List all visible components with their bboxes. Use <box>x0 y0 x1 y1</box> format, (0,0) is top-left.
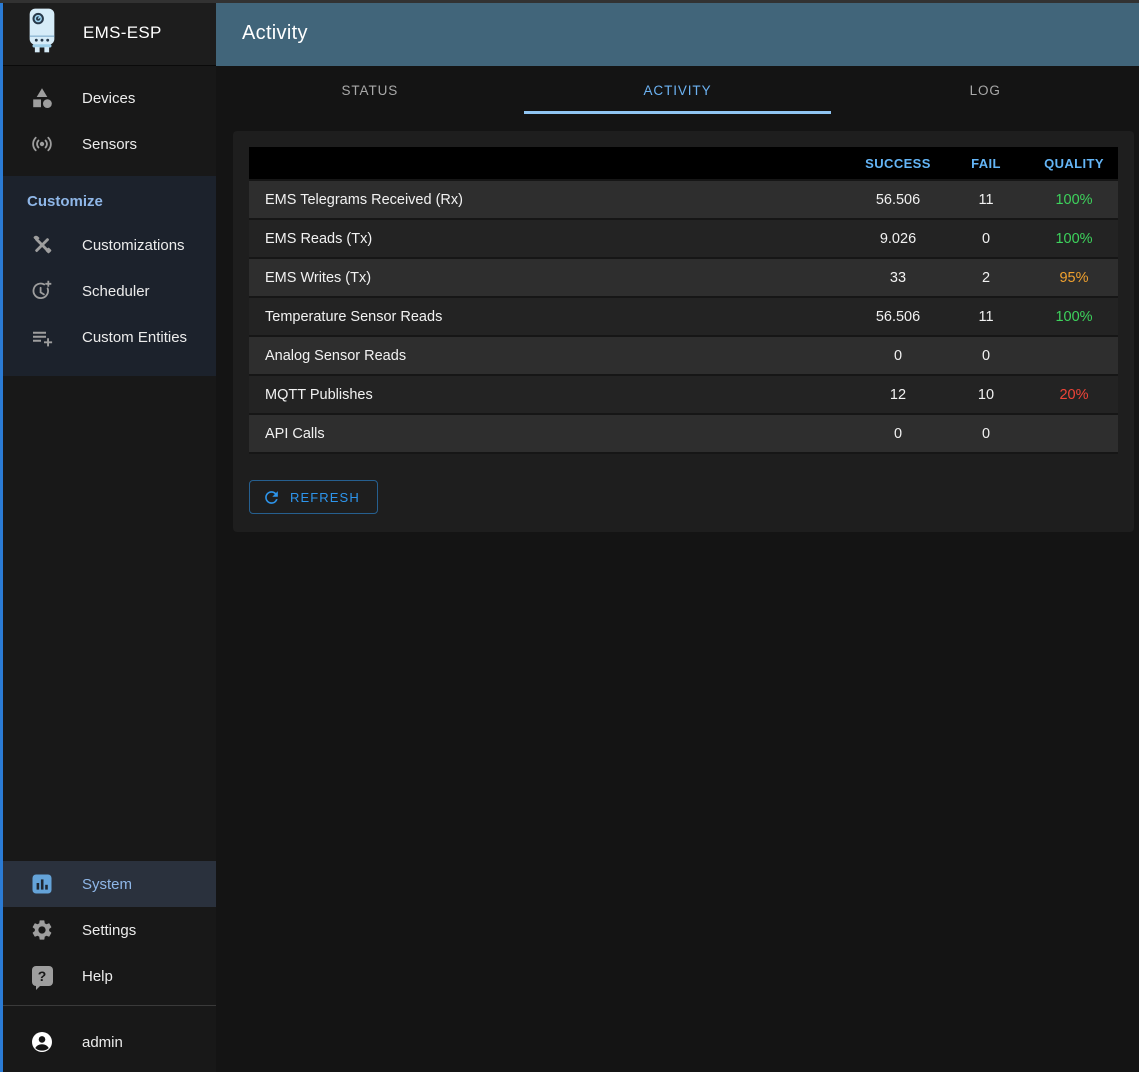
quality-value <box>1030 336 1118 376</box>
fail-value: 0 <box>942 336 1030 376</box>
metric-name: EMS Reads (Tx) <box>249 219 854 259</box>
fail-value: 11 <box>942 180 1030 220</box>
refresh-button-label: REFRESH <box>290 489 360 505</box>
sidebar-item-help[interactable]: ? Help <box>3 953 216 999</box>
table-row: MQTT Publishes 12 10 20% <box>249 375 1118 415</box>
left-edge-stripe <box>0 0 3 1072</box>
fail-value: 10 <box>942 375 1030 415</box>
fail-value: 2 <box>942 258 1030 298</box>
boiler-logo-icon <box>23 7 61 58</box>
sidebar-customize-section: Customize Customizations <box>3 176 216 376</box>
success-value: 12 <box>854 375 942 415</box>
table-row: EMS Telegrams Received (Rx) 56.506 11 10… <box>249 180 1118 220</box>
table-row: Temperature Sensor Reads 56.506 11 100% <box>249 297 1118 337</box>
success-value: 0 <box>854 336 942 376</box>
quality-value <box>1030 414 1118 454</box>
sidebar-item-system[interactable]: System <box>3 861 216 907</box>
sidebar-divider <box>3 1005 216 1006</box>
fail-value: 0 <box>942 219 1030 259</box>
sidebar-item-scheduler[interactable]: Scheduler <box>3 268 216 314</box>
sidebar-header: EMS-ESP <box>3 0 216 66</box>
sidebar-spacer <box>3 376 216 861</box>
sidebar-item-custom-entities[interactable]: Custom Entities <box>3 314 216 360</box>
fail-value: 11 <box>942 297 1030 337</box>
table-header-row: SUCCESS FAIL QUALITY <box>249 147 1118 181</box>
metric-name: Temperature Sensor Reads <box>249 297 854 337</box>
main-content: Activity STATUS ACTIVITY LOG SUCCESS FAI… <box>216 0 1139 1072</box>
settings-gear-icon <box>30 918 54 942</box>
app-title: EMS-ESP <box>83 22 162 42</box>
tab-bar: STATUS ACTIVITY LOG <box>216 66 1139 114</box>
table-row: Analog Sensor Reads 0 0 <box>249 336 1118 376</box>
success-value: 33 <box>854 258 942 298</box>
sidebar-item-settings[interactable]: Settings <box>3 907 216 953</box>
fail-value: 0 <box>942 414 1030 454</box>
success-value: 9.026 <box>854 219 942 259</box>
sidebar-item-label: Settings <box>82 921 137 939</box>
metric-name: MQTT Publishes <box>249 375 854 415</box>
sidebar-item-label: Customizations <box>82 236 185 254</box>
metric-name: API Calls <box>249 414 854 454</box>
quality-value: 95% <box>1030 258 1118 298</box>
sidebar-item-sensors[interactable]: Sensors <box>3 121 216 167</box>
quality-value: 100% <box>1030 180 1118 220</box>
sidebar-item-label: Help <box>82 967 113 985</box>
tab-log[interactable]: LOG <box>969 82 1001 98</box>
sidebar-item-label: System <box>82 875 133 893</box>
account-circle-icon <box>30 1030 54 1054</box>
metric-name: EMS Writes (Tx) <box>249 258 854 298</box>
success-value: 56.506 <box>854 180 942 220</box>
playlist-add-icon <box>30 325 54 349</box>
column-header-success: SUCCESS <box>854 147 942 181</box>
activity-card: SUCCESS FAIL QUALITY EMS Telegrams Recei… <box>233 131 1134 532</box>
table-row: EMS Writes (Tx) 33 2 95% <box>249 258 1118 298</box>
scheduler-clock-plus-icon <box>30 279 54 303</box>
success-value: 0 <box>854 414 942 454</box>
analytics-bars-icon <box>30 872 54 896</box>
column-header-fail: FAIL <box>942 147 1030 181</box>
sidebar-item-label: Sensors <box>82 135 138 153</box>
customize-section-label: Customize <box>27 193 103 210</box>
table-row: EMS Reads (Tx) 9.026 0 100% <box>249 219 1118 259</box>
sidebar-item-customizations[interactable]: Customizations <box>3 222 216 268</box>
sidebar-item-label: Scheduler <box>82 282 150 300</box>
quality-value: 20% <box>1030 375 1118 415</box>
sidebar-bottom-nav: System Settings ? Help <box>3 861 216 999</box>
sensors-icon <box>30 132 54 156</box>
sidebar-item-devices[interactable]: Devices <box>3 75 216 121</box>
table-row: API Calls 0 0 <box>249 414 1118 454</box>
window-top-strip <box>0 0 1139 3</box>
sidebar-main-nav: Devices Sensors <box>3 66 216 176</box>
column-header-quality: QUALITY <box>1030 147 1118 181</box>
sidebar-item-label: Custom Entities <box>82 328 188 346</box>
sidebar-item-label: admin <box>82 1033 123 1051</box>
help-icon: ? <box>30 964 54 990</box>
page-title: Activity <box>242 21 308 44</box>
refresh-icon <box>262 488 281 507</box>
metric-name: EMS Telegrams Received (Rx) <box>249 180 854 220</box>
devices-category-icon <box>30 86 54 110</box>
column-header-name <box>249 147 854 181</box>
success-value: 56.506 <box>854 297 942 337</box>
metric-name: Analog Sensor Reads <box>249 336 854 376</box>
quality-value: 100% <box>1030 219 1118 259</box>
activity-table: SUCCESS FAIL QUALITY EMS Telegrams Recei… <box>249 147 1118 454</box>
sidebar-item-label: Devices <box>82 89 136 107</box>
tab-status[interactable]: STATUS <box>341 82 399 98</box>
sidebar: EMS-ESP Devices <box>3 0 216 1072</box>
refresh-button[interactable]: REFRESH <box>249 480 378 514</box>
quality-value: 100% <box>1030 297 1118 337</box>
sidebar-item-admin[interactable]: admin <box>3 1014 216 1070</box>
tab-activity[interactable]: ACTIVITY <box>523 66 832 114</box>
construction-tools-icon <box>30 233 54 257</box>
appbar: Activity <box>216 0 1139 66</box>
